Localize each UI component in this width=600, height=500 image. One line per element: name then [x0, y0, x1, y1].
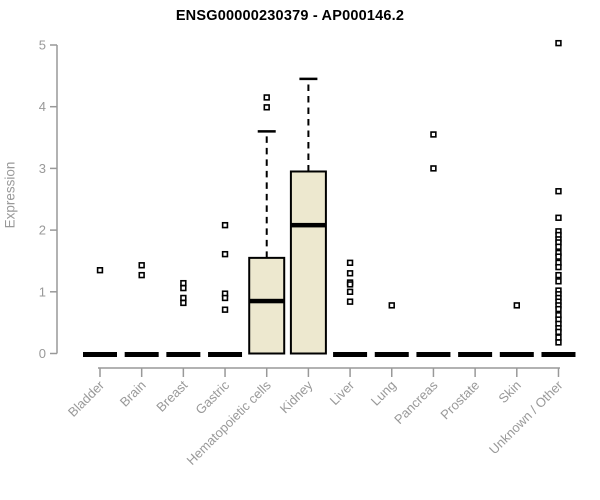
zero-median-bar — [541, 352, 576, 357]
data-point — [346, 288, 354, 295]
x-tick-label: Skin — [495, 378, 523, 406]
x-tick-label: Bladder — [65, 377, 108, 420]
x-tick-label: Gastric — [192, 377, 232, 417]
chart-title: ENSG00000230379 - AP000146.2 — [175, 8, 405, 24]
data-point — [346, 259, 354, 267]
data-point — [180, 279, 187, 287]
data-point — [555, 278, 562, 285]
data-point — [346, 281, 354, 288]
data-point — [555, 339, 562, 346]
data-point — [555, 263, 562, 271]
y-tick-label: 5 — [39, 38, 46, 53]
data-point — [555, 334, 562, 341]
y-tick-label: 2 — [39, 223, 46, 238]
x-tick-label: Unknown / Other — [486, 377, 566, 457]
zero-median-bar — [208, 352, 243, 357]
data-point — [430, 165, 437, 172]
data-point — [513, 302, 521, 309]
y-tick-label: 4 — [39, 99, 46, 114]
x-tick-label: Prostate — [437, 378, 482, 423]
zero-median-bar — [499, 352, 534, 357]
data-point — [555, 214, 562, 221]
data-point — [221, 250, 229, 258]
zero-median-bar — [458, 352, 493, 357]
data-point — [555, 243, 562, 250]
data-point — [555, 305, 562, 313]
zero-median-bar — [83, 352, 117, 357]
data-point — [263, 104, 270, 111]
data-point — [555, 39, 562, 47]
data-point — [221, 221, 229, 229]
y-tick-label: 3 — [39, 161, 46, 176]
data-point — [138, 271, 145, 279]
x-tick-label: Kidney — [277, 377, 316, 416]
data-point — [263, 94, 270, 101]
data-point — [388, 302, 395, 309]
data-point — [555, 328, 562, 336]
x-tick-label: Brain — [117, 378, 149, 410]
data-point — [555, 271, 562, 279]
data-point — [96, 267, 104, 274]
x-tick-label: Pancreas — [391, 377, 441, 427]
data-point — [138, 262, 145, 269]
x-tick-label: Lung — [368, 378, 399, 409]
y-tick-label: 0 — [39, 346, 46, 361]
data-point — [430, 131, 437, 138]
x-tick-label: Liver — [327, 377, 358, 408]
data-point — [180, 299, 187, 307]
zero-median-bar — [166, 352, 201, 357]
box — [289, 170, 327, 355]
data-point — [180, 294, 187, 302]
zero-median-bar — [416, 352, 451, 357]
zero-median-bar — [374, 352, 409, 357]
data-point — [346, 270, 354, 277]
x-tick-label: Breast — [153, 377, 190, 414]
zero-median-bar — [124, 352, 159, 357]
y-tick-label: 1 — [39, 284, 46, 299]
data-point — [555, 188, 562, 195]
data-point — [221, 306, 229, 313]
data-point — [221, 294, 229, 302]
zero-median-bar — [333, 352, 368, 357]
median-line — [290, 222, 326, 228]
data-point — [555, 253, 562, 260]
median-line — [249, 298, 285, 304]
data-point — [180, 284, 187, 292]
data-point — [346, 298, 354, 305]
box — [248, 256, 286, 355]
